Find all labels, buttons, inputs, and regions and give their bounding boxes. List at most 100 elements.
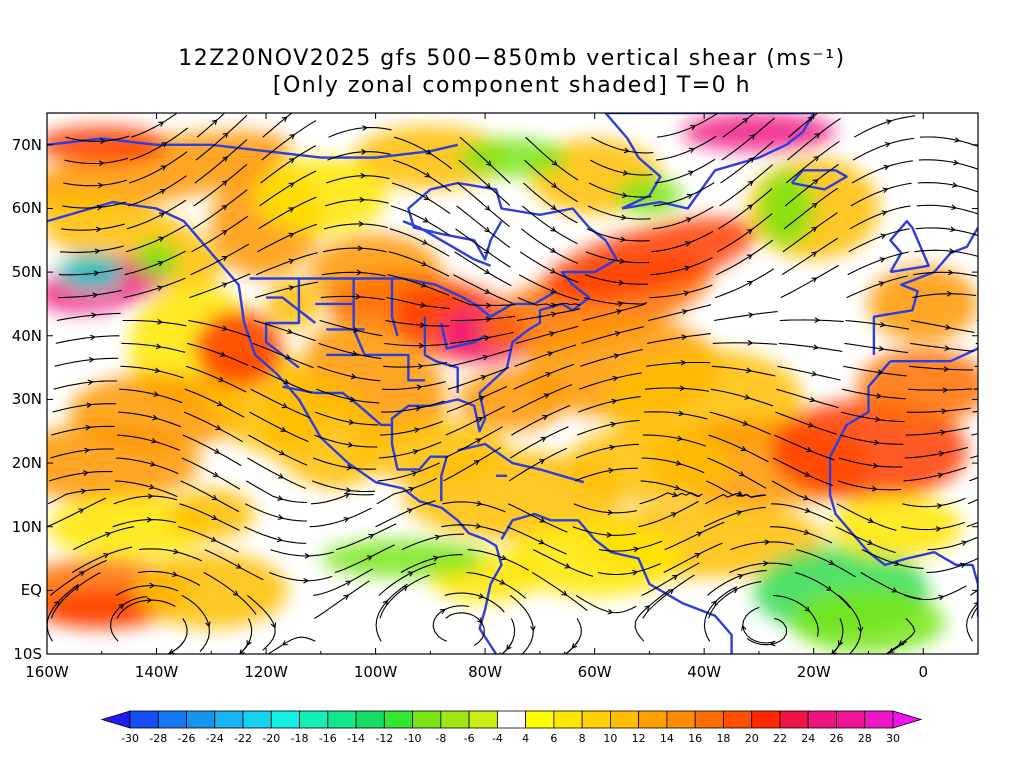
colorbar-tick-label: -10 (403, 732, 422, 745)
streamline-arrowhead (951, 204, 958, 211)
streamline-arrowhead (974, 601, 978, 607)
streamline-arrowhead (288, 285, 295, 291)
shear-shade-blob (857, 348, 978, 425)
streamline (850, 182, 912, 207)
streamline (640, 480, 703, 498)
streamline (318, 342, 382, 359)
streamline-arrowhead (232, 590, 239, 597)
streamline (125, 224, 186, 253)
streamline (831, 618, 844, 654)
streamline (317, 365, 381, 382)
streamline (458, 159, 511, 206)
streamline-arrowhead (606, 532, 613, 538)
streamline (319, 319, 383, 337)
streamline (647, 333, 711, 344)
streamline-arrowhead (416, 384, 423, 391)
streamline-arrowhead (415, 405, 422, 412)
streamline-arrowhead (747, 340, 754, 346)
streamline (250, 388, 311, 419)
streamline-arrowhead (473, 460, 480, 466)
streamline (185, 365, 247, 393)
streamline-arrowhead (803, 494, 810, 501)
colorbar-box (751, 710, 781, 729)
streamline-arrowhead (746, 254, 753, 260)
streamline (54, 357, 119, 367)
streamline-arrowhead (550, 247, 557, 253)
streamline-arrowhead (551, 302, 558, 309)
lon-label: 100W (353, 663, 398, 681)
streamline-arrowhead (281, 402, 288, 409)
streamline-arrowhead (93, 270, 100, 277)
coastline (457, 442, 585, 484)
colorbar-box (242, 710, 272, 729)
streamline (977, 297, 978, 299)
streamline-arrowhead (87, 379, 94, 386)
streamline-arrowhead (360, 172, 367, 179)
streamline (130, 127, 189, 161)
streamline (654, 158, 716, 184)
streamline-arrowhead (608, 467, 615, 474)
colorbar-box (610, 710, 640, 729)
streamline (441, 524, 505, 535)
streamline-arrowhead (214, 448, 221, 454)
streamline (531, 572, 588, 612)
colorbar-box (129, 710, 159, 729)
streamline (712, 342, 778, 345)
streamline-arrowhead (857, 626, 864, 633)
streamline-arrowhead (348, 419, 355, 425)
streamline (835, 526, 896, 554)
streamline-arrowhead (545, 372, 552, 378)
streamline-arrowhead (83, 470, 90, 476)
streamline-arrowhead (346, 464, 353, 471)
streamline (390, 205, 450, 236)
streamline-arrowhead (684, 265, 691, 272)
streamline-arrowhead (621, 192, 629, 199)
colorbar-tick-label: -26 (177, 732, 196, 745)
streamline (55, 335, 120, 344)
streamline-arrowhead (809, 396, 816, 403)
streamline-arrowhead (837, 640, 844, 647)
streamline (166, 618, 188, 654)
streamline (851, 160, 913, 184)
streamline-arrowhead (412, 449, 419, 455)
streamline (837, 480, 902, 491)
streamline-arrowhead (1014, 218, 1019, 222)
streamline-arrowhead (811, 226, 818, 233)
streamline-arrowhead (1002, 466, 1007, 471)
streamline-arrowhead (621, 214, 628, 221)
lat-label: 10N (11, 517, 42, 536)
streamline (522, 205, 578, 245)
streamline (183, 411, 243, 443)
streamline (845, 319, 910, 330)
streamline-arrowhead (153, 391, 160, 397)
streamline-arrowhead (747, 180, 754, 187)
streamline-arrowhead (478, 593, 485, 599)
streamline (598, 540, 663, 552)
streamline-arrowhead (417, 363, 424, 370)
streamline (244, 503, 308, 522)
colorbar-tick-label: 8 (578, 732, 586, 745)
streamline (575, 443, 639, 459)
streamline (115, 585, 179, 596)
streamline (257, 223, 317, 253)
streamline-arrowhead (421, 239, 429, 245)
coastline (47, 137, 458, 159)
streamline (588, 182, 652, 198)
streamline-arrowhead (875, 416, 882, 423)
streamline (49, 559, 107, 596)
coastline (872, 227, 978, 355)
streamline (838, 594, 862, 654)
streamline (189, 273, 251, 299)
streamline (787, 117, 841, 161)
streamline-arrowhead (484, 226, 491, 233)
streamline-arrowhead (506, 644, 512, 651)
streamline-arrowhead (607, 509, 614, 516)
streamline-arrowhead (155, 343, 162, 350)
streamline-arrowhead (239, 649, 245, 654)
streamline-arrowhead (420, 282, 427, 288)
streamline-arrowhead (547, 351, 554, 357)
streamline-arrowhead (154, 367, 161, 374)
streamline (657, 113, 718, 138)
streamline-arrowhead (281, 116, 288, 122)
streamline-arrowhead (1004, 445, 1009, 450)
